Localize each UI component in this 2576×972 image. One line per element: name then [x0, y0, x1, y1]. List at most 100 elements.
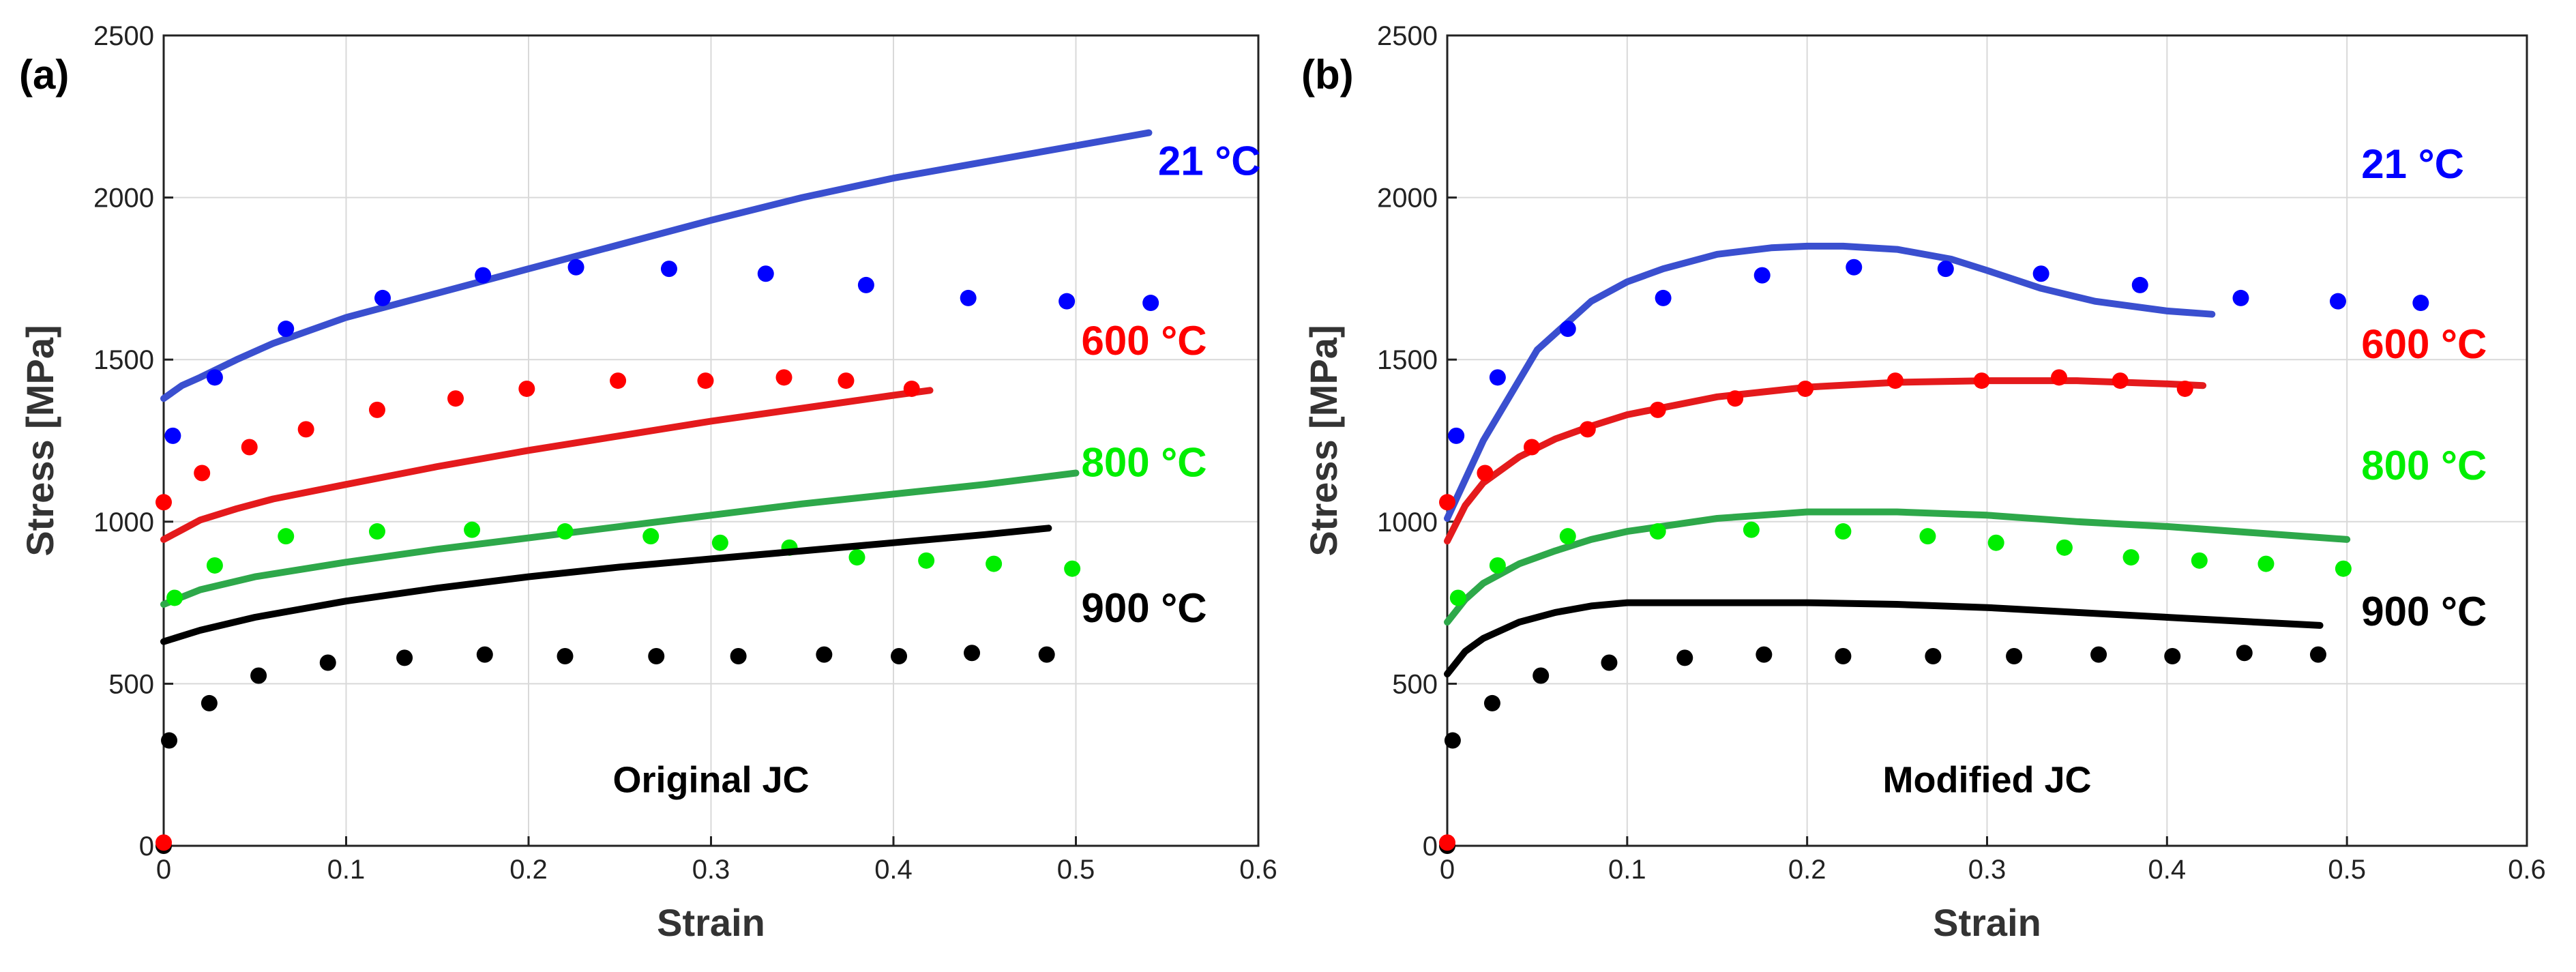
- series-label: 600 °C: [2361, 321, 2487, 367]
- series-label: 800 °C: [1082, 439, 1207, 485]
- experimental-point: [206, 369, 223, 386]
- y-axis-label: Stress [MPa]: [1302, 325, 1345, 556]
- x-tick-label: 0.3: [1968, 855, 2007, 885]
- experimental-point: [903, 380, 920, 397]
- experimental-point: [1439, 834, 1455, 851]
- experimental-point: [1058, 293, 1076, 310]
- experimental-point: [960, 289, 977, 306]
- experimental-point: [1489, 369, 1506, 386]
- experimental-point: [642, 528, 660, 545]
- experimental-point: [697, 372, 714, 389]
- experimental-point: [730, 648, 747, 665]
- experimental-point: [278, 528, 295, 545]
- model-curve: [160, 525, 1052, 645]
- y-tick-label: 2500: [1377, 21, 1438, 51]
- experimental-point: [476, 646, 493, 663]
- experimental-point: [1439, 494, 1455, 511]
- experimental-point: [518, 380, 535, 397]
- experimental-point: [1797, 380, 1814, 397]
- x-axis-label: Strain: [657, 901, 765, 944]
- experimental-point: [161, 732, 178, 749]
- experimental-point: [891, 648, 908, 665]
- experimental-point: [557, 648, 574, 665]
- model-curve: [1444, 377, 2207, 545]
- experimental-point: [475, 267, 492, 284]
- series-label: 900 °C: [2361, 589, 2487, 634]
- experimental-point: [278, 321, 295, 338]
- y-tick-label: 0: [139, 831, 154, 861]
- experimental-point: [2006, 648, 2023, 665]
- experimental-point: [396, 649, 413, 666]
- series-label: 21 °C: [1158, 138, 1261, 183]
- experimental-point: [1448, 427, 1465, 444]
- model-curve: [160, 129, 1153, 402]
- model-curve: [160, 387, 934, 543]
- series-label: 800 °C: [2361, 443, 2487, 488]
- experimental-point: [250, 667, 267, 684]
- experimental-point: [156, 834, 172, 851]
- x-tick-label: 0.4: [2148, 855, 2187, 885]
- experimental-point: [2309, 646, 2326, 663]
- experimental-point: [447, 390, 464, 407]
- experimental-point: [194, 465, 211, 482]
- experimental-point: [1886, 372, 1904, 389]
- y-tick-label: 2500: [93, 21, 154, 51]
- y-tick-label: 500: [108, 669, 154, 699]
- x-tick-label: 0.5: [1057, 855, 1095, 885]
- experimental-point: [1449, 589, 1466, 606]
- experimental-point: [2412, 295, 2429, 312]
- x-tick-label: 0.4: [874, 855, 913, 885]
- experimental-point: [660, 261, 677, 278]
- y-tick-label: 0: [1423, 831, 1438, 861]
- x-tick-label: 0.1: [327, 855, 366, 885]
- model-annotation: Original JC: [612, 760, 809, 801]
- model-curve: [1444, 242, 2216, 522]
- experimental-point: [775, 369, 793, 386]
- experimental-point: [201, 694, 218, 711]
- experimental-point: [156, 494, 172, 511]
- x-tick-label: 0.6: [1239, 855, 1277, 885]
- experimental-point: [1559, 321, 1576, 338]
- experimental-point: [206, 557, 223, 574]
- experimental-point: [1533, 667, 1550, 684]
- y-tick-label: 500: [1392, 669, 1438, 699]
- experimental-point: [2236, 645, 2253, 662]
- experimental-point: [2090, 646, 2107, 663]
- experimental-point: [464, 521, 481, 538]
- experimental-point: [1925, 648, 1942, 665]
- experimental-point: [1524, 439, 1541, 456]
- experimental-point: [816, 646, 833, 663]
- experimental-point: [1655, 289, 1672, 306]
- x-tick-label: 0.6: [2508, 855, 2546, 885]
- experimental-point: [1601, 654, 1618, 671]
- experimental-point: [1649, 523, 1666, 540]
- experimental-point: [2176, 380, 2193, 397]
- series-label: 600 °C: [1082, 318, 1207, 364]
- experimental-point: [1835, 648, 1852, 665]
- experimental-point: [368, 401, 385, 418]
- experimental-point: [319, 654, 336, 671]
- experimental-point: [2056, 539, 2073, 556]
- model-curve: [160, 469, 1080, 608]
- experimental-point: [1835, 523, 1852, 540]
- experimental-point: [1579, 421, 1596, 438]
- experimental-point: [368, 523, 385, 540]
- experimental-point: [1649, 401, 1666, 418]
- x-tick-label: 0.2: [509, 855, 548, 885]
- experimental-point: [1727, 390, 1744, 407]
- experimental-point: [1038, 646, 1055, 663]
- y-tick-label: 2000: [93, 183, 154, 213]
- experimental-point: [2051, 369, 2068, 386]
- experimental-point: [757, 265, 774, 282]
- x-tick-label: 0.3: [692, 855, 730, 885]
- y-tick-label: 1000: [93, 507, 154, 537]
- experimental-point: [2032, 265, 2049, 282]
- y-tick-label: 1000: [1377, 507, 1438, 537]
- experimental-point: [1142, 295, 1159, 312]
- y-tick-label: 1500: [1377, 345, 1438, 375]
- experimental-point: [2232, 289, 2249, 306]
- panel-b-chart: 0 0.1 0.2 0.3 0.4 0.5 0.6 0 500 1000 1500 2000 2500 S…: [1301, 21, 2546, 944]
- x-tick-label: 0: [1440, 855, 1455, 885]
- experimental-point: [838, 372, 855, 389]
- experimental-point: [567, 259, 584, 276]
